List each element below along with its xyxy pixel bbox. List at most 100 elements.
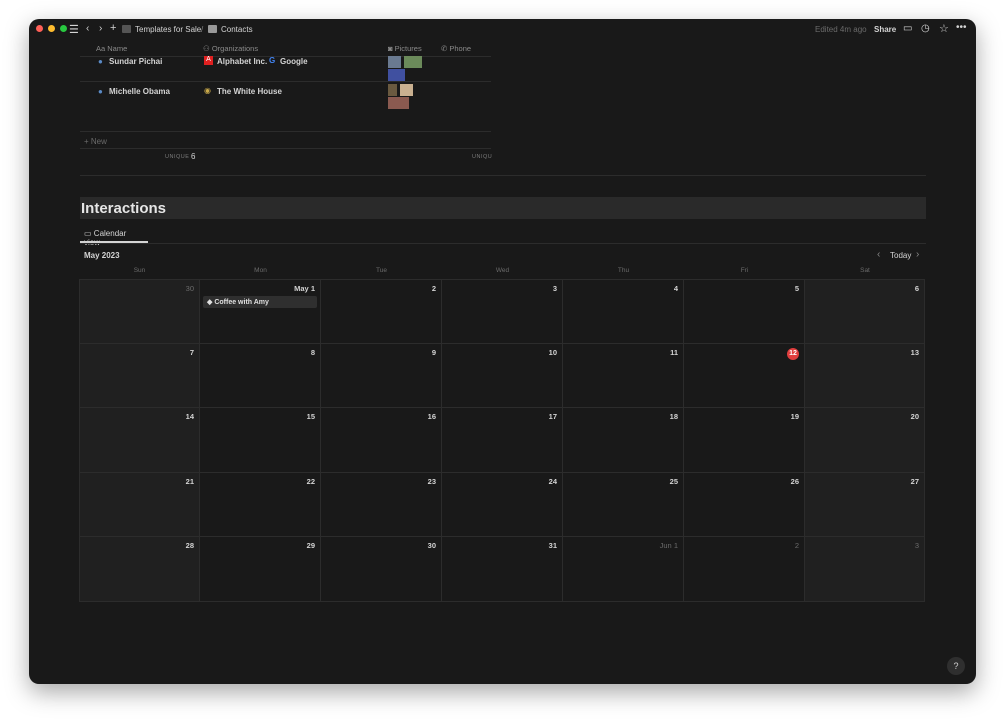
template-icon (122, 25, 131, 33)
picture-thumbnail[interactable] (388, 97, 409, 109)
day-number: May 1 (294, 284, 315, 293)
comment-icon[interactable]: ▭ (903, 23, 913, 34)
picture-thumbnail[interactable] (388, 56, 401, 68)
picture-thumbnail[interactable] (388, 69, 405, 81)
calendar-day[interactable]: 30 (79, 279, 200, 344)
day-number: 24 (548, 476, 557, 486)
column-pictures-header[interactable]: ◙ Pictures (388, 44, 422, 53)
day-number: 18 (669, 412, 678, 422)
breadcrumb-templates[interactable]: Templates for Sale (135, 25, 202, 34)
footer-calc-label[interactable]: UNIQUE (165, 154, 190, 160)
calendar-day[interactable]: 21 (79, 472, 200, 538)
day-number: 30 (185, 284, 194, 293)
org-tag[interactable]: The White House (217, 87, 282, 96)
calendar-event[interactable]: ◆ Coffee with Amy (203, 296, 317, 308)
calendar-day[interactable]: 22 (200, 472, 321, 538)
calendar-day[interactable]: 8 (200, 343, 321, 409)
app-window: ☰ ‹ › + Templates for Sale / Contacts Ed… (29, 19, 976, 684)
calendar-day[interactable]: 25 (563, 472, 684, 538)
person-icon: ● (98, 87, 103, 96)
calendar-day[interactable]: 10 (442, 343, 563, 409)
calendar-day[interactable]: 16 (321, 408, 442, 473)
table-row-name[interactable]: Sundar Pichai (109, 57, 163, 66)
day-number: 19 (790, 412, 799, 422)
table-row-name[interactable]: Michelle Obama (109, 87, 170, 96)
prev-month-icon[interactable]: ‹ (877, 249, 881, 260)
weekday-header: Sat (860, 267, 870, 274)
calendar-day[interactable]: 29 (200, 537, 321, 602)
calendar-day[interactable]: May 1 ◆ Coffee with Amy (200, 279, 321, 344)
calendar-day[interactable]: 3 (805, 537, 925, 602)
star-icon[interactable]: ☆ (939, 23, 949, 35)
share-button[interactable]: Share (874, 25, 897, 34)
calendar-day[interactable]: 15 (200, 408, 321, 473)
calendar-day[interactable]: 2 (321, 279, 442, 344)
today-button[interactable]: Today (890, 251, 912, 260)
column-name-header[interactable]: Aa Name (96, 44, 128, 53)
calendar-icon: ▭ (84, 229, 92, 238)
footer-calc-label[interactable]: UNIQU (472, 154, 493, 160)
back-icon[interactable]: ‹ (86, 23, 90, 34)
day-number: 16 (427, 412, 436, 422)
calendar-day[interactable]: 31 (442, 537, 563, 602)
picture-thumbnail[interactable] (388, 84, 397, 96)
day-number: 28 (185, 541, 194, 551)
menu-icon[interactable]: ☰ (69, 24, 79, 36)
calendar-day[interactable]: 18 (563, 408, 684, 473)
minimize-window-button[interactable] (48, 25, 55, 32)
org-tag[interactable]: Alphabet Inc. (217, 57, 268, 66)
next-month-icon[interactable]: › (916, 249, 920, 260)
calendar-day[interactable]: 20 (805, 408, 925, 473)
calendar-day[interactable]: Jun 1 (563, 537, 684, 602)
calendar-day[interactable]: 24 (442, 472, 563, 538)
calendar-day[interactable]: 3 (442, 279, 563, 344)
day-number: 14 (185, 412, 194, 422)
add-icon[interactable]: + (110, 22, 117, 34)
white-house-icon: ◉ (204, 86, 211, 95)
day-number: 13 (910, 347, 919, 357)
weekday-header: Sun (133, 267, 146, 274)
picture-thumbnail[interactable] (400, 84, 413, 96)
weekday-header: Tue (376, 267, 387, 274)
history-icon[interactable]: ◷ (921, 23, 930, 34)
forward-icon[interactable]: › (99, 23, 103, 34)
breadcrumb-separator: / (201, 25, 204, 34)
calendar-month: May 2023 (84, 251, 120, 260)
calendar-day[interactable]: 30 (321, 537, 442, 602)
breadcrumb-contacts[interactable]: Contacts (221, 25, 253, 34)
day-number: 30 (427, 541, 436, 551)
calendar-day[interactable]: 19 (684, 408, 805, 473)
day-number: 5 (794, 284, 799, 293)
calendar-day[interactable]: 12 (684, 343, 805, 409)
column-organizations-header[interactable]: ⚇ Organizations (203, 44, 259, 53)
day-number: 6 (914, 284, 919, 293)
calendar-day[interactable]: 5 (684, 279, 805, 344)
calendar-day[interactable]: 23 (321, 472, 442, 538)
zoom-window-button[interactable] (60, 25, 67, 32)
calendar-day[interactable]: 27 (805, 472, 925, 538)
calendar-day[interactable]: 6 (805, 279, 925, 344)
day-number: 15 (306, 412, 315, 422)
org-tag[interactable]: Google (280, 57, 308, 66)
calendar-day[interactable]: 13 (805, 343, 925, 409)
tab-calendar-view[interactable]: ▭ Calendar view (80, 225, 148, 247)
picture-thumbnail[interactable] (404, 56, 422, 68)
calendar-day[interactable]: 28 (79, 537, 200, 602)
calendar-day[interactable]: 14 (79, 408, 200, 473)
calendar-day[interactable]: 26 (684, 472, 805, 538)
new-row-button[interactable]: + New (84, 137, 107, 146)
column-phone-header[interactable]: ✆ Phone (441, 44, 472, 53)
calendar-day[interactable]: 2 (684, 537, 805, 602)
help-button[interactable]: ? (947, 657, 965, 675)
calendar-day[interactable]: 17 (442, 408, 563, 473)
calendar-day[interactable]: 7 (79, 343, 200, 409)
close-window-button[interactable] (36, 25, 43, 32)
weekday-header: Wed (495, 267, 510, 274)
day-number: 10 (548, 347, 557, 357)
calendar-day[interactable]: 11 (563, 343, 684, 409)
calendar-day[interactable]: 9 (321, 343, 442, 409)
calendar-day[interactable]: 4 (563, 279, 684, 344)
day-number: 3 (914, 541, 919, 551)
more-icon[interactable]: ••• (956, 22, 967, 33)
day-number: 8 (310, 347, 315, 357)
